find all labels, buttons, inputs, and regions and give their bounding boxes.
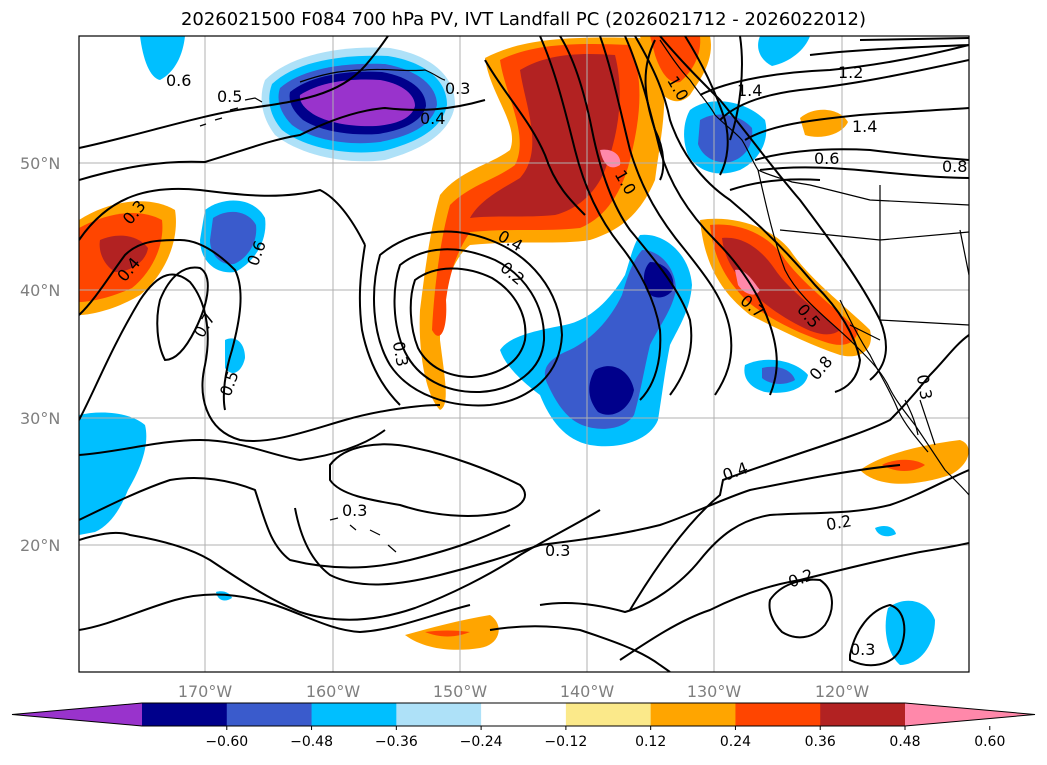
lon-label: 120°W bbox=[815, 682, 870, 701]
contour-label: 1.4 bbox=[852, 117, 877, 136]
gridlines bbox=[79, 36, 969, 672]
colorbar-segment bbox=[311, 703, 397, 726]
pv-shading bbox=[79, 36, 969, 665]
contour-label: 0.3 bbox=[445, 79, 470, 98]
contour-label: 0.5 bbox=[217, 87, 242, 106]
lat-label: 50°N bbox=[20, 154, 60, 173]
contour-label: 0.3 bbox=[342, 501, 367, 520]
colorbar-segment bbox=[735, 703, 821, 726]
colorbar-extend-min bbox=[12, 703, 142, 726]
contour-label: 0.8 bbox=[805, 352, 836, 384]
coastlines bbox=[199, 39, 969, 553]
lat-label: 40°N bbox=[20, 281, 60, 300]
colorbar-tick-label: −0.24 bbox=[460, 734, 503, 750]
map-title: 2026021500 F084 700 hPa PV, IVT Landfall… bbox=[180, 9, 867, 30]
lat-label: 30°N bbox=[20, 409, 60, 428]
colorbar-tick-label: 0.36 bbox=[805, 734, 836, 750]
map-frame bbox=[78, 35, 970, 673]
contour-label: 0.4 bbox=[420, 109, 445, 128]
contour-label: 0.2 bbox=[825, 511, 853, 534]
colorbar-tick-label: 0.12 bbox=[635, 734, 666, 750]
colorbar-tick-label: −0.12 bbox=[544, 734, 587, 750]
contour-label: 1.2 bbox=[838, 63, 863, 82]
colorbar-tick-label: −0.60 bbox=[205, 734, 248, 750]
colorbar-tick-label: −0.48 bbox=[290, 734, 333, 750]
colorbar-extend-max bbox=[905, 703, 1035, 726]
contour-label: 0.3 bbox=[545, 541, 570, 560]
colorbar-segment bbox=[226, 703, 313, 726]
lon-label: 160°W bbox=[306, 682, 361, 701]
colorbar-segment bbox=[820, 703, 906, 726]
lon-labels: 170°W 160°W 150°W 140°W 130°W 120°W bbox=[178, 682, 870, 701]
lon-label: 150°W bbox=[433, 682, 488, 701]
contour-label: 0.4 bbox=[720, 458, 750, 485]
pv-contours bbox=[79, 36, 969, 672]
lon-label: 130°W bbox=[687, 682, 742, 701]
contour-label: 0.8 bbox=[942, 157, 967, 176]
contour-label: 1.4 bbox=[737, 81, 762, 100]
colorbar-segment bbox=[565, 703, 652, 726]
contour-label: 0.6 bbox=[814, 149, 839, 168]
colorbar-tick-label: −0.36 bbox=[375, 734, 418, 750]
contour-label: 0.5 bbox=[216, 368, 243, 398]
colorbar: −0.60 −0.48 −0.36 −0.24 −0.12 0.12 0.24 0.36 0.4… bbox=[11, 702, 1036, 750]
contour-label: 0.3 bbox=[850, 640, 875, 659]
lat-labels: 50°N 40°N 30°N 20°N bbox=[20, 154, 60, 555]
lon-label: 170°W bbox=[178, 682, 233, 701]
colorbar-outline bbox=[11, 702, 1036, 727]
colorbar-segment bbox=[396, 703, 482, 726]
contour-label: 0.3 bbox=[389, 340, 412, 368]
lat-label: 20°N bbox=[20, 536, 60, 555]
colorbar-segment bbox=[481, 703, 567, 726]
colorbar-segment bbox=[650, 703, 736, 726]
contour-label: 0.7 bbox=[190, 309, 219, 341]
contour-label: 0.3 bbox=[913, 373, 936, 401]
colorbar-tick-label: 0.48 bbox=[889, 734, 920, 750]
cold-anomaly-southwest bbox=[79, 412, 147, 535]
lon-label: 140°W bbox=[560, 682, 615, 701]
colorbar-segment bbox=[142, 703, 228, 726]
contour-label: 0.6 bbox=[166, 71, 191, 90]
colorbar-tick-label: 0.24 bbox=[720, 734, 751, 750]
colorbar-tick-label: 0.60 bbox=[974, 734, 1005, 750]
contour-label: 0.2 bbox=[786, 565, 816, 592]
